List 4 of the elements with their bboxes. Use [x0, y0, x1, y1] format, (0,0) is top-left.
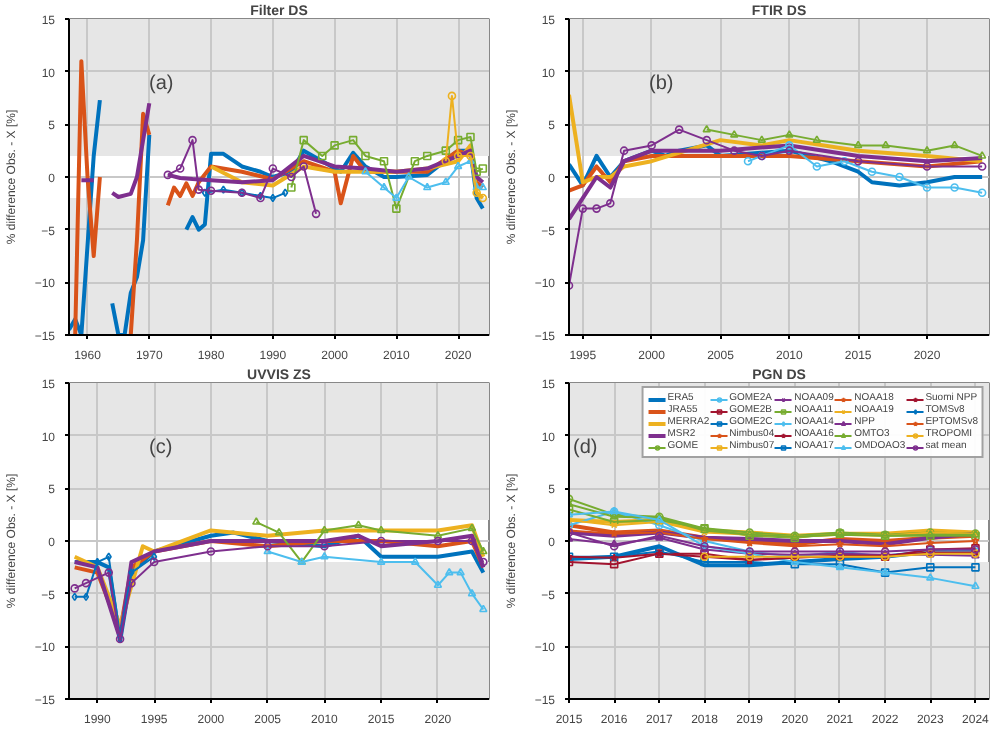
- annotation: (d): [573, 437, 598, 459]
- annotation: (c): [149, 437, 173, 459]
- annotation: (b): [649, 73, 674, 95]
- annotation: (a): [149, 73, 174, 95]
